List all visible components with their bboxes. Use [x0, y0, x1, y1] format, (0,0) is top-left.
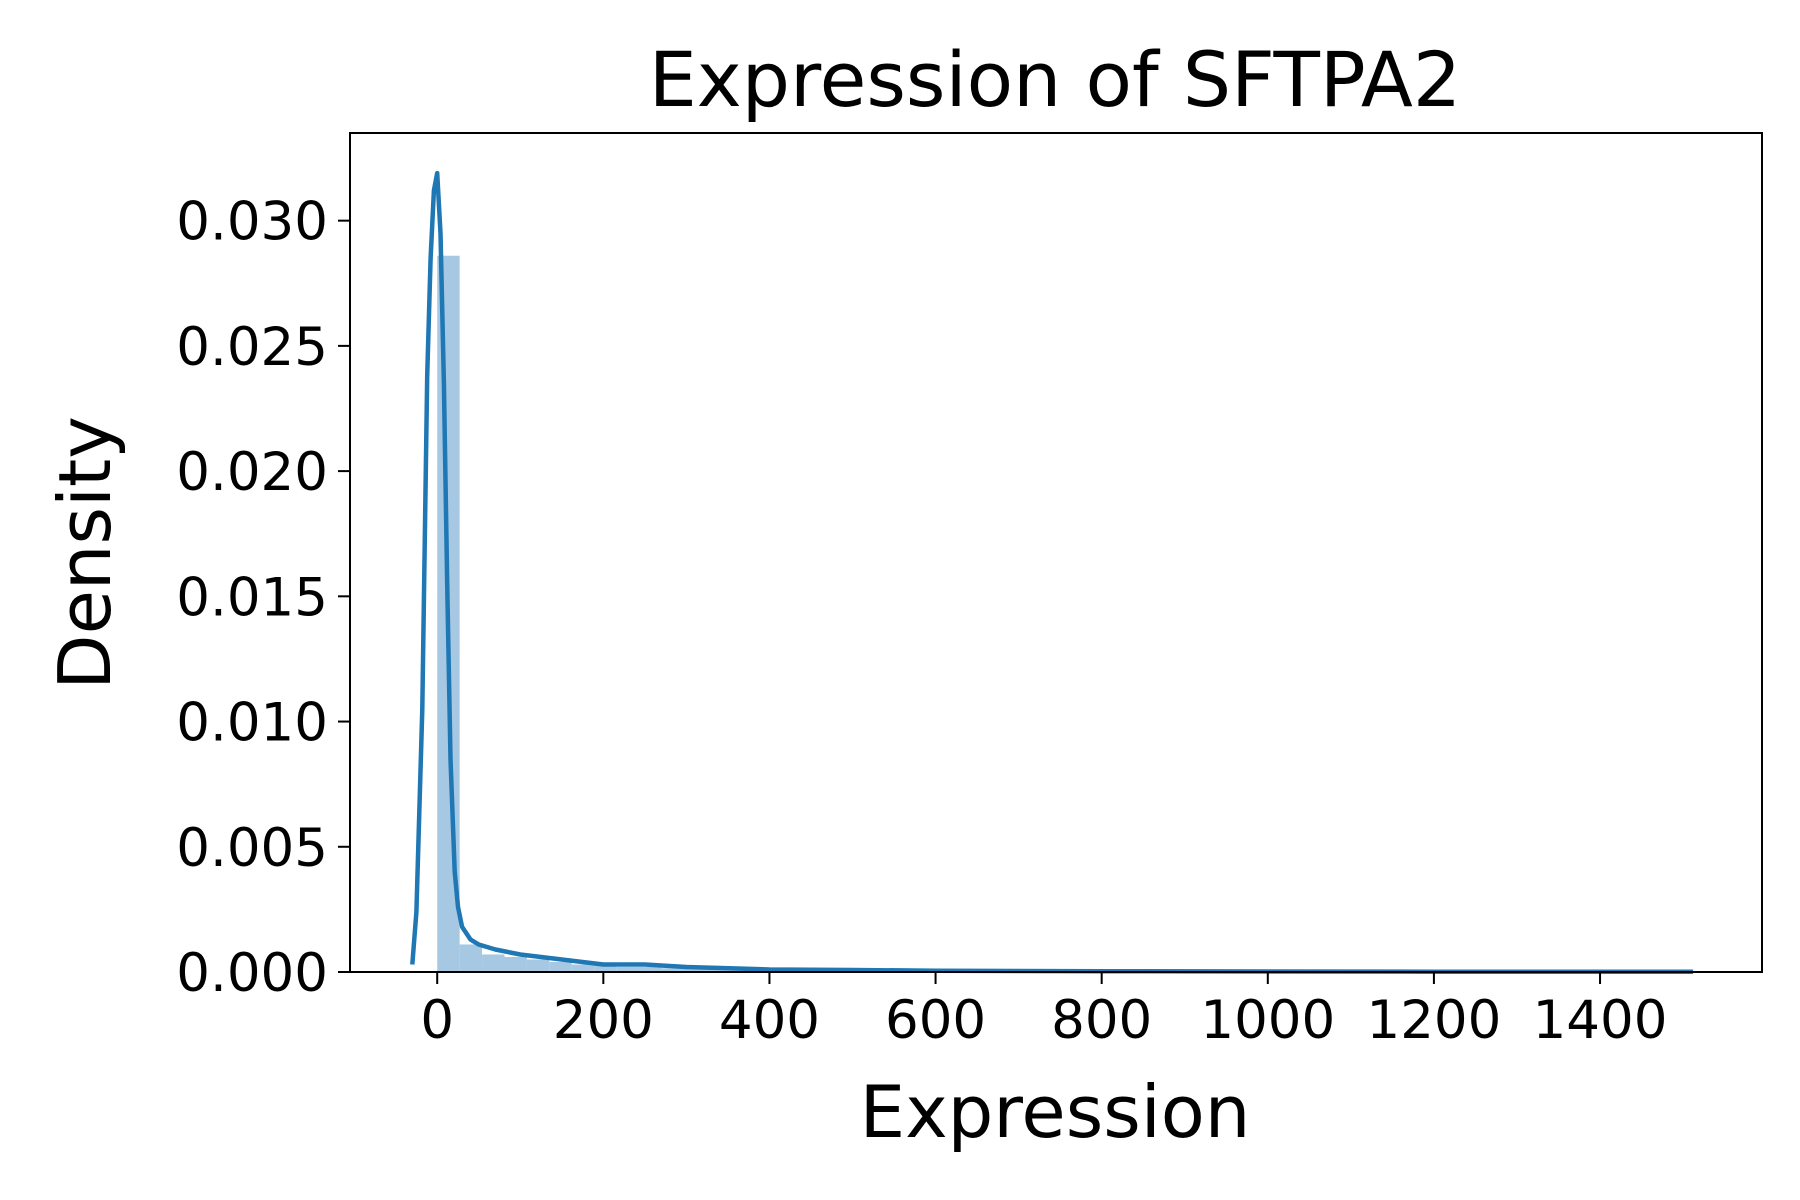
x-tick-label: 600	[885, 990, 986, 1051]
x-tick-label: 200	[553, 990, 654, 1051]
x-axis-label: Expression	[860, 1070, 1251, 1154]
x-tick-label: 1200	[1366, 990, 1501, 1051]
chart-title: Expression of SFTPA2	[649, 35, 1461, 124]
y-tick-label: 0.000	[176, 943, 328, 1004]
histogram-bar	[661, 968, 729, 972]
y-tick-label: 0.010	[176, 693, 328, 754]
x-axis: 0 200 400 600 800 1000 1200 1400	[420, 972, 1667, 1051]
histogram-bar	[526, 959, 550, 972]
y-tick-label: 0.005	[176, 818, 328, 879]
plot-frame	[349, 132, 1763, 973]
x-tick-label: 1400	[1533, 990, 1668, 1051]
kde-line	[410, 170, 1694, 974]
y-tick-label: 0.020	[176, 442, 328, 503]
x-tick-label: 400	[719, 990, 820, 1051]
x-tick-label: 1000	[1200, 990, 1335, 1051]
x-tick-label: 800	[1051, 990, 1152, 1051]
x-tick-label: 0	[420, 990, 454, 1051]
histogram-bar	[616, 966, 662, 972]
y-axis-label: Density	[43, 416, 127, 690]
y-tick-label: 0.015	[176, 567, 328, 628]
histogram-bar	[504, 956, 527, 972]
histogram-bar	[571, 964, 595, 972]
histogram-bar	[482, 954, 505, 972]
y-axis: 0.000 0.005 0.010 0.015 0.020 0.025 0.030	[176, 192, 350, 1004]
y-tick-label: 0.025	[176, 317, 328, 378]
plot-area	[410, 170, 1694, 974]
histogram-bar	[549, 961, 572, 972]
histogram-bar	[459, 944, 483, 972]
histogram-bar	[594, 964, 617, 972]
y-tick-label: 0.030	[176, 192, 328, 253]
